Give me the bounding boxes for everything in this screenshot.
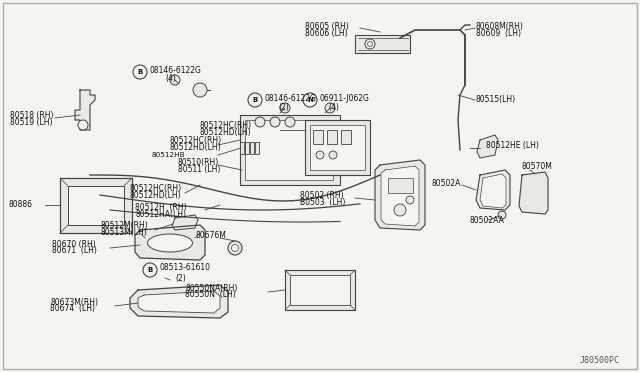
Circle shape [316, 151, 324, 159]
Polygon shape [477, 135, 498, 158]
Circle shape [498, 211, 506, 219]
Bar [305, 120, 370, 175]
Circle shape [367, 42, 372, 46]
Bar [388, 178, 413, 193]
Text: (2): (2) [278, 103, 289, 112]
Polygon shape [375, 160, 425, 230]
Text: B: B [138, 69, 143, 75]
Bar [245, 142, 249, 154]
Polygon shape [130, 285, 228, 318]
Circle shape [170, 75, 180, 85]
Bar [290, 275, 350, 305]
Text: 80502 (RH): 80502 (RH) [300, 190, 344, 199]
Text: 80502A: 80502A [432, 179, 461, 187]
Text: 80513M(LH): 80513M(LH) [100, 228, 147, 237]
Text: 80550N  (LH): 80550N (LH) [185, 291, 236, 299]
Circle shape [228, 241, 242, 255]
Polygon shape [480, 174, 506, 208]
Bar [240, 115, 340, 185]
Bar [60, 178, 132, 233]
Text: 80511 (LH): 80511 (LH) [178, 164, 220, 173]
Text: 80670 (RH): 80670 (RH) [52, 240, 96, 248]
Text: (2): (2) [175, 273, 186, 282]
Text: 80605 (RH): 80605 (RH) [305, 22, 349, 31]
Bar [240, 142, 244, 154]
Text: N: N [307, 97, 313, 103]
Text: 80512HE (LH): 80512HE (LH) [486, 141, 539, 150]
Bar [255, 142, 259, 154]
Circle shape [280, 103, 290, 113]
Circle shape [329, 151, 337, 159]
Text: 80671  (LH): 80671 (LH) [52, 247, 97, 256]
Circle shape [406, 196, 414, 204]
Bar [355, 35, 410, 53]
Text: 80512HA(LH): 80512HA(LH) [135, 209, 186, 218]
Text: 80550NA(RH): 80550NA(RH) [185, 283, 237, 292]
Circle shape [285, 117, 295, 127]
Text: 80512HC(RH): 80512HC(RH) [130, 183, 182, 192]
Polygon shape [75, 90, 95, 130]
Text: 80512M(RH): 80512M(RH) [100, 221, 148, 230]
Circle shape [394, 204, 406, 216]
Text: 80515(LH): 80515(LH) [476, 94, 516, 103]
Text: 80674  (LH): 80674 (LH) [50, 305, 95, 314]
Text: 80512HC(RH): 80512HC(RH) [200, 121, 252, 129]
Text: 80512HD(LH): 80512HD(LH) [200, 128, 252, 137]
Text: J80500PC: J80500PC [580, 356, 620, 365]
Circle shape [303, 93, 317, 107]
Text: 80502AA: 80502AA [470, 215, 505, 224]
Text: 08513-61610: 08513-61610 [160, 263, 211, 273]
Text: 80512H  (RH): 80512H (RH) [135, 202, 187, 212]
Circle shape [325, 103, 335, 113]
Polygon shape [381, 166, 419, 226]
Text: 80512HD(LH): 80512HD(LH) [170, 142, 221, 151]
Circle shape [143, 263, 157, 277]
Text: B: B [147, 267, 152, 273]
Bar [250, 142, 254, 154]
Text: 80510(RH): 80510(RH) [178, 157, 220, 167]
Text: 80512HB: 80512HB [152, 152, 185, 158]
Text: 80570M: 80570M [522, 161, 553, 170]
Text: 80512HC(RH): 80512HC(RH) [170, 135, 222, 144]
Bar [285, 270, 355, 310]
Text: 80676M: 80676M [195, 231, 226, 240]
Polygon shape [476, 170, 510, 210]
Text: (4): (4) [165, 74, 176, 83]
Polygon shape [519, 172, 548, 214]
Polygon shape [138, 291, 220, 313]
Circle shape [270, 117, 280, 127]
Circle shape [232, 244, 239, 251]
Text: B0503  (LH): B0503 (LH) [300, 198, 346, 206]
Ellipse shape [147, 234, 193, 252]
Text: 80518 (RH): 80518 (RH) [10, 110, 54, 119]
Text: 06911-J062G: 06911-J062G [320, 93, 370, 103]
Text: 08146-6122G: 08146-6122G [265, 93, 317, 103]
Bar [313, 130, 323, 144]
Bar [341, 130, 351, 144]
Text: 80519 (LH): 80519 (LH) [10, 118, 52, 126]
Bar [310, 125, 365, 170]
Polygon shape [135, 225, 205, 260]
Circle shape [193, 83, 207, 97]
Bar [68, 186, 124, 225]
Circle shape [133, 65, 147, 79]
Circle shape [78, 120, 88, 130]
Text: 80886: 80886 [8, 199, 32, 208]
Text: 80606 (LH): 80606 (LH) [305, 29, 348, 38]
Text: 80512HD(LH): 80512HD(LH) [130, 190, 182, 199]
Bar [245, 120, 333, 180]
Circle shape [365, 39, 375, 49]
Text: (4): (4) [328, 103, 339, 112]
Text: B: B [252, 97, 258, 103]
Bar [327, 130, 337, 144]
Polygon shape [172, 215, 198, 230]
Text: 08146-6122G: 08146-6122G [150, 65, 202, 74]
Circle shape [255, 117, 265, 127]
Text: 80673M(RH): 80673M(RH) [50, 298, 98, 307]
Circle shape [248, 93, 262, 107]
Text: 80608M(RH): 80608M(RH) [476, 22, 524, 31]
Text: 80609  (LH): 80609 (LH) [476, 29, 521, 38]
